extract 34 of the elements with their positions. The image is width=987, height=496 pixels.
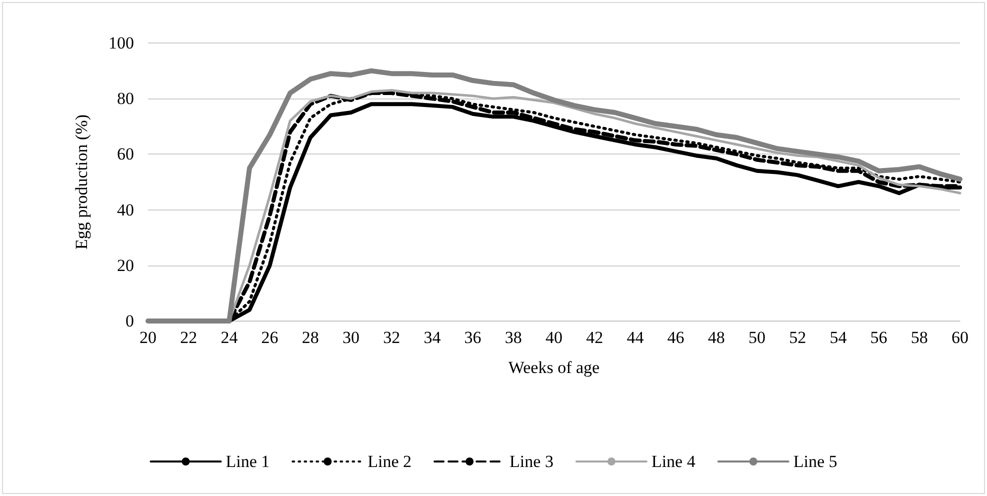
x-tick-label: 54 bbox=[830, 328, 848, 347]
x-tick-label: 38 bbox=[504, 328, 522, 347]
x-tick-label: 26 bbox=[261, 328, 278, 347]
x-tick-label: 56 bbox=[870, 328, 888, 347]
x-tick-label: 58 bbox=[910, 328, 928, 347]
x-tick-label: 36 bbox=[464, 328, 482, 347]
y-tick-label: 0 bbox=[126, 312, 134, 330]
y-tick-label: 20 bbox=[117, 256, 134, 275]
legend-label: Line 4 bbox=[651, 452, 696, 471]
y-tick-label: 100 bbox=[108, 34, 134, 52]
x-tick-label: 40 bbox=[546, 328, 562, 347]
x-tick-label: 24 bbox=[220, 328, 238, 347]
legend-label: Line 5 bbox=[793, 452, 838, 471]
x-tick-label: 44 bbox=[626, 328, 644, 347]
x-tick-label: 42 bbox=[586, 328, 604, 347]
legend-label: Line 3 bbox=[510, 452, 554, 471]
x-tick-label: 52 bbox=[789, 328, 806, 347]
x-tick-label: 22 bbox=[180, 328, 198, 347]
x-axis-title: Weeks of age bbox=[508, 358, 600, 377]
x-tick-label: 20 bbox=[140, 328, 156, 347]
y-tick-label: 60 bbox=[117, 144, 134, 164]
x-tick-label: 34 bbox=[424, 328, 442, 347]
x-tick-label: 28 bbox=[302, 328, 319, 347]
x-tick-label: 30 bbox=[342, 328, 360, 347]
y-tick-label: 80 bbox=[117, 89, 134, 108]
legend-label: Line 2 bbox=[368, 452, 412, 471]
x-tick-label: 48 bbox=[708, 328, 725, 347]
y-axis-title: Egg production (%) bbox=[72, 114, 91, 250]
legend-label: Line 1 bbox=[226, 452, 270, 471]
x-tick-label: 50 bbox=[748, 328, 766, 347]
x-tick-label: 60 bbox=[952, 328, 968, 347]
x-tick-label: 32 bbox=[383, 328, 400, 347]
y-tick-label: 40 bbox=[117, 200, 134, 220]
x-tick-label: 46 bbox=[667, 328, 684, 347]
